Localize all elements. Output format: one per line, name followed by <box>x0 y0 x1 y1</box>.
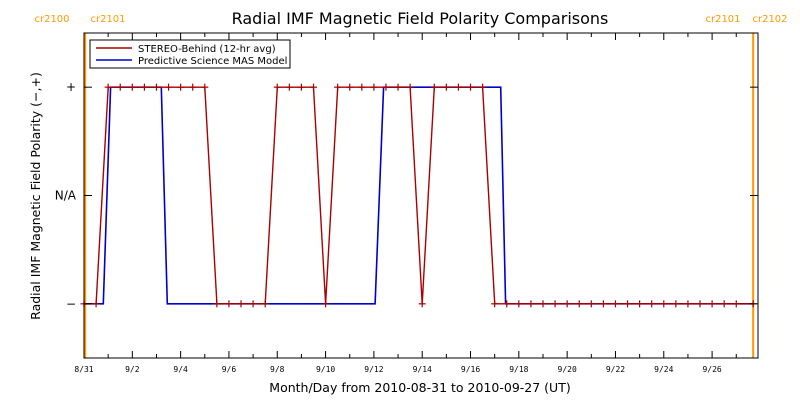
stereo-data-point <box>104 83 112 91</box>
stereo-data-point <box>684 300 692 308</box>
stereo-data-point <box>297 83 305 91</box>
stereo-data-point <box>116 83 124 91</box>
x-tick-label: 9/14 <box>413 365 432 374</box>
stereo-data-point <box>249 300 257 308</box>
stereo-data-point <box>454 83 462 91</box>
stereo-data-point <box>527 300 535 308</box>
legend: STEREO-Behind (12-hr avg) Predictive Sci… <box>89 39 291 69</box>
x-axis-ticks: 8/31 9/2 9/4 9/6 9/8 9/10 9/12 9/14 9/16 9/18 9/20… <box>74 33 737 374</box>
stereo-data-point <box>177 83 185 91</box>
stereo-data-point <box>406 83 414 91</box>
x-tick-label: 9/18 <box>509 365 528 374</box>
x-tick-label: 9/22 <box>606 365 625 374</box>
stereo-data-point <box>491 300 499 308</box>
stereo-data-point <box>479 83 487 91</box>
stereo-data-point <box>720 300 728 308</box>
stereo-data-point <box>467 83 475 91</box>
stereo-data-point <box>382 83 390 91</box>
x-tick-label: 9/26 <box>702 365 721 374</box>
stereo-data-point <box>611 300 619 308</box>
x-tick-label: 9/12 <box>364 365 383 374</box>
stereo-data-point <box>358 83 366 91</box>
stereo-data-point <box>624 300 632 308</box>
legend-label-mas: Predictive Science MAS Model <box>138 56 287 67</box>
y-tick-label: N/A <box>55 189 77 203</box>
series-layer <box>80 83 757 308</box>
stereo-data-point <box>201 83 209 91</box>
cr-marker-1-right-label: cr2101 <box>90 14 125 25</box>
stereo-data-point <box>309 83 317 91</box>
cr-marker-1-left-label: cr2100 <box>34 14 69 25</box>
stereo-data-point <box>708 300 716 308</box>
stereo-data-point <box>273 83 281 91</box>
legend-label-stereo: STEREO-Behind (12-hr avg) <box>138 44 276 55</box>
x-tick-label: 9/6 <box>222 365 237 374</box>
stereo-data-point <box>92 300 100 308</box>
y-tick-label: + <box>66 80 76 94</box>
stereo-data-point <box>563 300 571 308</box>
stereo-data-point <box>430 83 438 91</box>
stereo-data-point <box>261 300 269 308</box>
stereo-data-point <box>551 300 559 308</box>
stereo-data-point <box>539 300 547 308</box>
stereo-data-point <box>346 83 354 91</box>
stereo-data-point <box>599 300 607 308</box>
stereo-data-point <box>636 300 644 308</box>
y-axis-ticks: + N/A − <box>55 80 758 311</box>
x-tick-label: 9/10 <box>316 365 335 374</box>
stereo-data-point <box>152 83 160 91</box>
stereo-data-point <box>394 83 402 91</box>
stereo-data-point <box>140 83 148 91</box>
stereo-data-point <box>213 300 221 308</box>
y-axis-label: Radial IMF Magnetic Field Polarity (−,+) <box>28 72 43 320</box>
stereo-data-point <box>442 83 450 91</box>
stereo-data-point <box>189 83 197 91</box>
x-tick-label: 9/16 <box>461 365 480 374</box>
stereo-data-point <box>515 300 523 308</box>
x-tick-label: 9/4 <box>173 365 188 374</box>
cr-marker-2-left-label: cr2101 <box>705 14 740 25</box>
stereo-data-point <box>672 300 680 308</box>
stereo-data-point <box>503 300 511 308</box>
stereo-data-point <box>696 300 704 308</box>
stereo-data-point <box>575 300 583 308</box>
stereo-data-point <box>285 83 293 91</box>
stereo-data-point <box>165 83 173 91</box>
stereo-data-point <box>418 300 426 308</box>
legend-box <box>89 39 291 69</box>
x-tick-label: 9/20 <box>558 365 577 374</box>
stereo-data-point <box>322 300 330 308</box>
x-tick-label: 9/24 <box>654 365 673 374</box>
series-line-mas-model <box>84 86 754 305</box>
x-tick-label: 9/8 <box>270 365 285 374</box>
stereo-data-point <box>370 83 378 91</box>
x-axis-label: Month/Day from 2010-08-31 to 2010-09-27 … <box>269 380 570 395</box>
stereo-data-point <box>660 300 668 308</box>
stereo-data-point <box>225 300 233 308</box>
stereo-data-point <box>128 83 136 91</box>
y-tick-label: − <box>66 297 76 311</box>
x-tick-label: 9/2 <box>125 365 140 374</box>
x-tick-label: 8/31 <box>74 365 93 374</box>
stereo-data-point <box>237 300 245 308</box>
chart-title: Radial IMF Magnetic Field Polarity Compa… <box>232 9 609 28</box>
stereo-data-point <box>334 83 342 91</box>
cr-marker-2-right-label: cr2102 <box>752 14 787 25</box>
stereo-data-point <box>732 300 740 308</box>
stereo-data-point <box>648 300 656 308</box>
stereo-data-point <box>587 300 595 308</box>
